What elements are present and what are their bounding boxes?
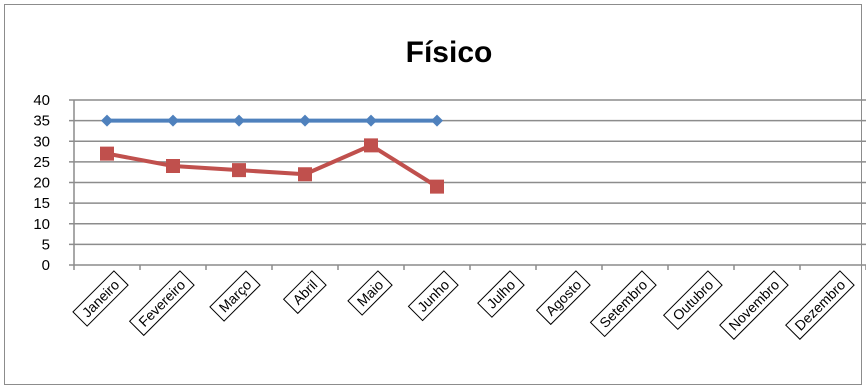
x-tick-label-box: [347, 270, 393, 316]
y-tick-label: 5: [42, 236, 50, 253]
y-tick-label: 40: [33, 92, 50, 109]
x-tick-label-box: [72, 270, 129, 327]
y-tick-label: 35: [33, 113, 50, 130]
data-point: [430, 179, 444, 194]
x-tick-label: Novembro: [719, 270, 789, 340]
x-tick-label-box: [407, 270, 459, 322]
y-tick-label: 25: [33, 154, 50, 171]
x-tick-label-box: [477, 270, 525, 318]
x-tick-label: Abril: [282, 270, 327, 315]
data-point: [365, 114, 377, 127]
data-point: [166, 159, 180, 173]
axes: [69, 99, 866, 270]
x-tick-label: Julho: [477, 270, 525, 318]
x-axis-ticks: Janeiro Fevereiro Março Abril Maio Junho Julho…: [72, 270, 855, 340]
x-tick-text: Fevereiro: [135, 276, 188, 329]
y-tick-label: 15: [33, 195, 50, 212]
gridlines: [74, 99, 866, 246]
series-2: [100, 138, 444, 194]
x-tick-label: Setembro: [589, 270, 657, 338]
x-tick-label: Março: [209, 270, 261, 322]
y-tick-label: 10: [33, 216, 50, 233]
chart-title: Físico: [406, 36, 493, 69]
data-point: [232, 163, 246, 178]
data-point: [364, 138, 378, 153]
x-tick-text: Dezembro: [791, 276, 848, 333]
data-point: [299, 114, 311, 127]
x-tick-label: Dezembro: [785, 270, 855, 340]
x-tick-label: Outubro: [662, 270, 723, 331]
x-tick-text: Novembro: [725, 276, 782, 333]
data-point: [167, 114, 179, 127]
x-tick-label-box: [209, 270, 261, 322]
series-1: [101, 114, 443, 127]
x-tick-label: Junho: [407, 270, 459, 322]
data-point: [431, 114, 443, 127]
x-tick-label-box: [719, 270, 789, 340]
x-tick-label-box: [535, 270, 591, 326]
data-point: [100, 146, 114, 161]
x-tick-label-box: [785, 270, 855, 340]
series-layer: [100, 114, 444, 194]
series-line: [106, 143, 439, 189]
x-tick-label-box: [128, 270, 195, 337]
y-axis-ticks: 0 5 10 15 20 25 30 35 40: [33, 92, 50, 274]
data-point: [101, 114, 113, 127]
x-tick-label-box: [282, 270, 327, 315]
y-tick-label: 30: [33, 133, 50, 150]
x-tick-text: Outubro: [669, 276, 716, 323]
x-tick-label: Maio: [347, 270, 393, 316]
y-tick-label: 0: [42, 257, 50, 274]
y-tick-label: 20: [33, 175, 50, 192]
x-tick-text: Janeiro: [79, 276, 123, 320]
data-point: [233, 114, 245, 127]
x-tick-label-box: [662, 270, 723, 331]
x-tick-label-box: [589, 270, 657, 338]
x-tick-label: Janeiro: [72, 270, 129, 327]
x-tick-text: Setembro: [596, 276, 650, 330]
data-point: [298, 167, 312, 182]
x-tick-label: Agosto: [535, 270, 591, 326]
x-tick-label: Fevereiro: [128, 270, 195, 337]
